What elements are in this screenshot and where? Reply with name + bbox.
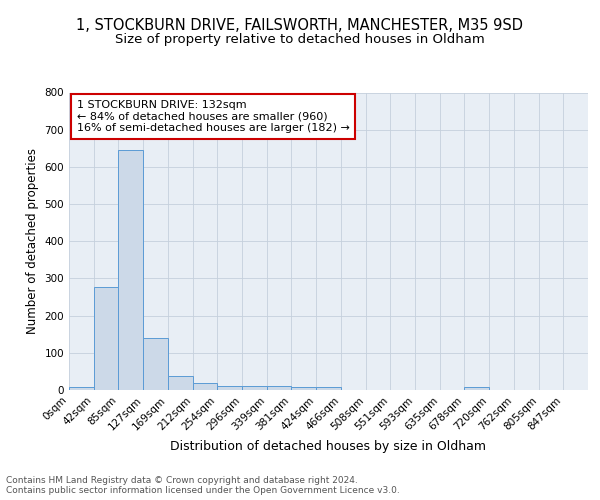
Bar: [69, 387, 94, 390]
Bar: [94, 287, 118, 390]
Bar: [242, 386, 267, 390]
Text: Contains HM Land Registry data © Crown copyright and database right 2024.
Contai: Contains HM Land Registry data © Crown c…: [6, 476, 400, 495]
Bar: [143, 338, 168, 390]
Text: 1, STOCKBURN DRIVE, FAILSWORTH, MANCHESTER, M35 9SD: 1, STOCKBURN DRIVE, FAILSWORTH, MANCHEST…: [77, 18, 523, 32]
Bar: [292, 386, 316, 390]
Bar: [217, 386, 242, 390]
Bar: [267, 386, 292, 390]
Bar: [193, 384, 217, 390]
Text: Size of property relative to detached houses in Oldham: Size of property relative to detached ho…: [115, 32, 485, 46]
Bar: [168, 376, 193, 390]
Bar: [464, 388, 489, 390]
Y-axis label: Number of detached properties: Number of detached properties: [26, 148, 39, 334]
Text: 1 STOCKBURN DRIVE: 132sqm
← 84% of detached houses are smaller (960)
16% of semi: 1 STOCKBURN DRIVE: 132sqm ← 84% of detac…: [77, 100, 350, 133]
Bar: [316, 386, 341, 390]
Bar: [118, 150, 143, 390]
X-axis label: Distribution of detached houses by size in Oldham: Distribution of detached houses by size …: [170, 440, 487, 453]
